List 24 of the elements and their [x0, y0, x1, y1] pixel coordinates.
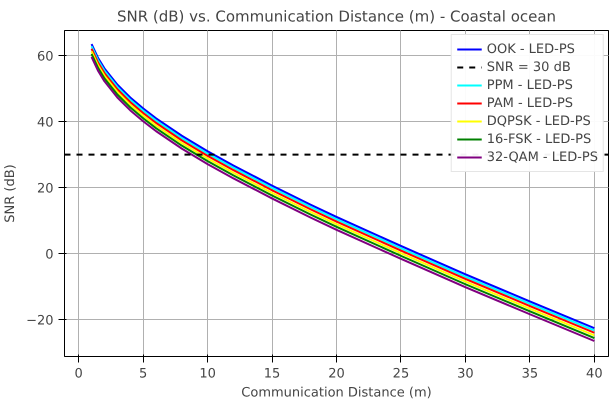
y-tick-label: 60	[36, 50, 54, 65]
y-tick-label: 20	[36, 182, 54, 197]
x-tick-label: 35	[522, 366, 538, 382]
legend-label: DQPSK - LED-PS	[486, 112, 591, 130]
legend-label: 16-FSK - LED-PS	[486, 130, 592, 148]
legend-label: SNR = 30 dB	[486, 58, 571, 76]
y-tick-label: 40	[36, 116, 54, 131]
x-tick-label: 5	[139, 366, 148, 382]
x-tick-label: 15	[264, 366, 280, 382]
y-axis-title: SNR (dB)	[3, 164, 18, 223]
x-tick-label: 40	[586, 366, 603, 382]
legend-label: PAM - LED-PS	[486, 94, 574, 112]
legend-label: 32-QAM - LED-PS	[486, 148, 598, 166]
x-tick-label: 10	[199, 366, 216, 382]
legend-label: OOK - LED-PS	[486, 40, 575, 58]
legend-label: PPM - LED-PS	[486, 76, 573, 94]
x-axis-title: Communication Distance (m)	[241, 386, 432, 400]
chart-title: SNR (dB) vs. Communication Distance (m) - Coastal ocean	[116, 8, 556, 26]
x-tick-label: 0	[74, 366, 83, 382]
y-tick-label: −20	[26, 314, 54, 329]
x-tick-label: 25	[392, 366, 410, 382]
x-tick-label: 30	[457, 366, 474, 382]
x-tick-label: 20	[328, 366, 345, 382]
y-tick-label: 0	[45, 248, 54, 263]
